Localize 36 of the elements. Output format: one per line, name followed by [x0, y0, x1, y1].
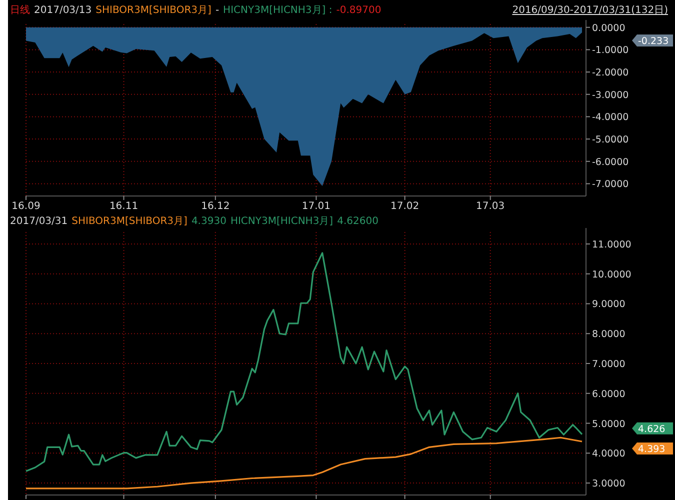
text: 2017/03/31	[10, 216, 68, 227]
ytick: 5.0000	[592, 418, 626, 430]
ytick: -7.0000	[592, 179, 629, 190]
text: 4.3930	[191, 216, 226, 227]
text: HICNY3M[HICNH3月] :	[223, 5, 332, 16]
ytick: -5.0000	[592, 134, 629, 146]
ytick: -2.0000	[592, 68, 629, 79]
ytick: 11.0000	[592, 239, 632, 250]
ytick: 8.0000	[592, 329, 626, 340]
x-tick-label: 17.01	[302, 201, 331, 212]
text: -0.89700	[336, 5, 382, 16]
ytick: 4.0000	[592, 448, 626, 460]
text: 2017/03/13	[34, 5, 92, 16]
ytick: 9.0000	[592, 299, 626, 310]
x-tick-label: 16.11	[109, 201, 138, 212]
ytick: -1.0000	[592, 45, 629, 56]
ytick: 3.0000	[592, 478, 626, 490]
badge: 4.393	[632, 442, 673, 455]
ytick: -4.0000	[592, 112, 629, 124]
text: SHIBOR3M[SHIBOR3月]	[96, 5, 212, 16]
x-tick-label: 16.12	[201, 201, 230, 212]
ytick: -3.0000	[592, 90, 629, 101]
ytick: 7.0000	[592, 359, 626, 370]
text: 2016/09/30-2017/03/31(132日)	[512, 5, 668, 16]
ytick: 6.0000	[592, 388, 626, 400]
text: 4.62600	[337, 216, 378, 227]
text: HICNY3M[HICNH3月]	[230, 216, 334, 227]
ytick: 10.0000	[592, 269, 632, 280]
text: -	[215, 5, 220, 16]
x-tick-label: 17.03	[476, 201, 505, 212]
text: SHIBOR3M[SHIBOR3月]	[72, 216, 188, 227]
x-tick-label: 16.09	[12, 201, 40, 212]
ytick: -6.0000	[592, 156, 629, 168]
ytick: 0.0000	[592, 22, 626, 34]
x-tick-label: 17.02	[390, 201, 420, 212]
chart-title: 日线	[10, 4, 30, 16]
